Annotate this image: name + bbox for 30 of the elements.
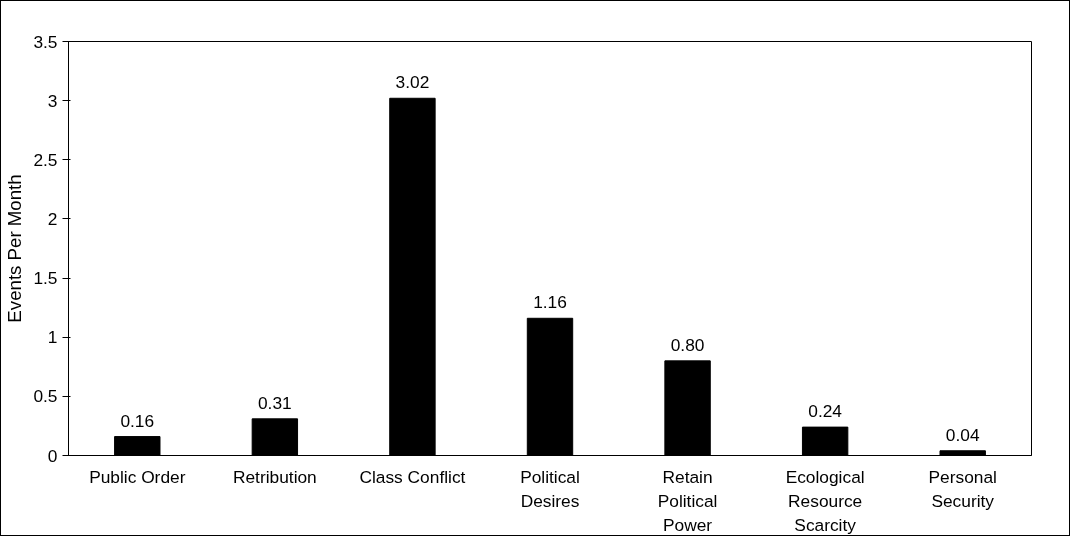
y-axis-title: Events Per Month <box>4 174 26 323</box>
y-tick-label: 0 <box>47 445 58 466</box>
y-tick-label: 0.5 <box>33 386 58 407</box>
data-label: 0.31 <box>257 392 292 413</box>
y-tick-label: 3 <box>47 90 58 111</box>
y-tick-label: 1 <box>47 327 58 348</box>
bar <box>114 436 161 456</box>
data-label: 0.04 <box>945 424 980 445</box>
x-tick-label: Personal Security <box>928 466 997 511</box>
bar <box>939 450 986 456</box>
x-tick-label: Political Desires <box>520 466 580 511</box>
data-label: 3.02 <box>395 72 430 93</box>
data-label: 0.80 <box>670 334 705 355</box>
y-tick-label: 2 <box>47 208 58 229</box>
bar <box>801 426 849 456</box>
bar <box>526 317 574 456</box>
data-label: 0.24 <box>808 401 843 422</box>
y-tick-label: 1.5 <box>33 268 58 289</box>
x-tick-label: Public Order <box>89 466 186 487</box>
x-tick-label: Class Conflict <box>359 466 466 487</box>
data-label: 1.16 <box>533 292 567 313</box>
x-tick-label: Retain Political Power <box>657 466 718 535</box>
x-tick-label: Retribution <box>232 466 317 487</box>
bar <box>664 360 711 456</box>
y-tick-label: 2.5 <box>33 149 58 170</box>
bar <box>389 97 436 456</box>
y-tick-label: 3.5 <box>33 31 58 52</box>
bar <box>251 418 299 456</box>
data-label: 0.16 <box>120 410 155 431</box>
x-tick-label: Ecological Resource Scarcity <box>785 466 865 535</box>
